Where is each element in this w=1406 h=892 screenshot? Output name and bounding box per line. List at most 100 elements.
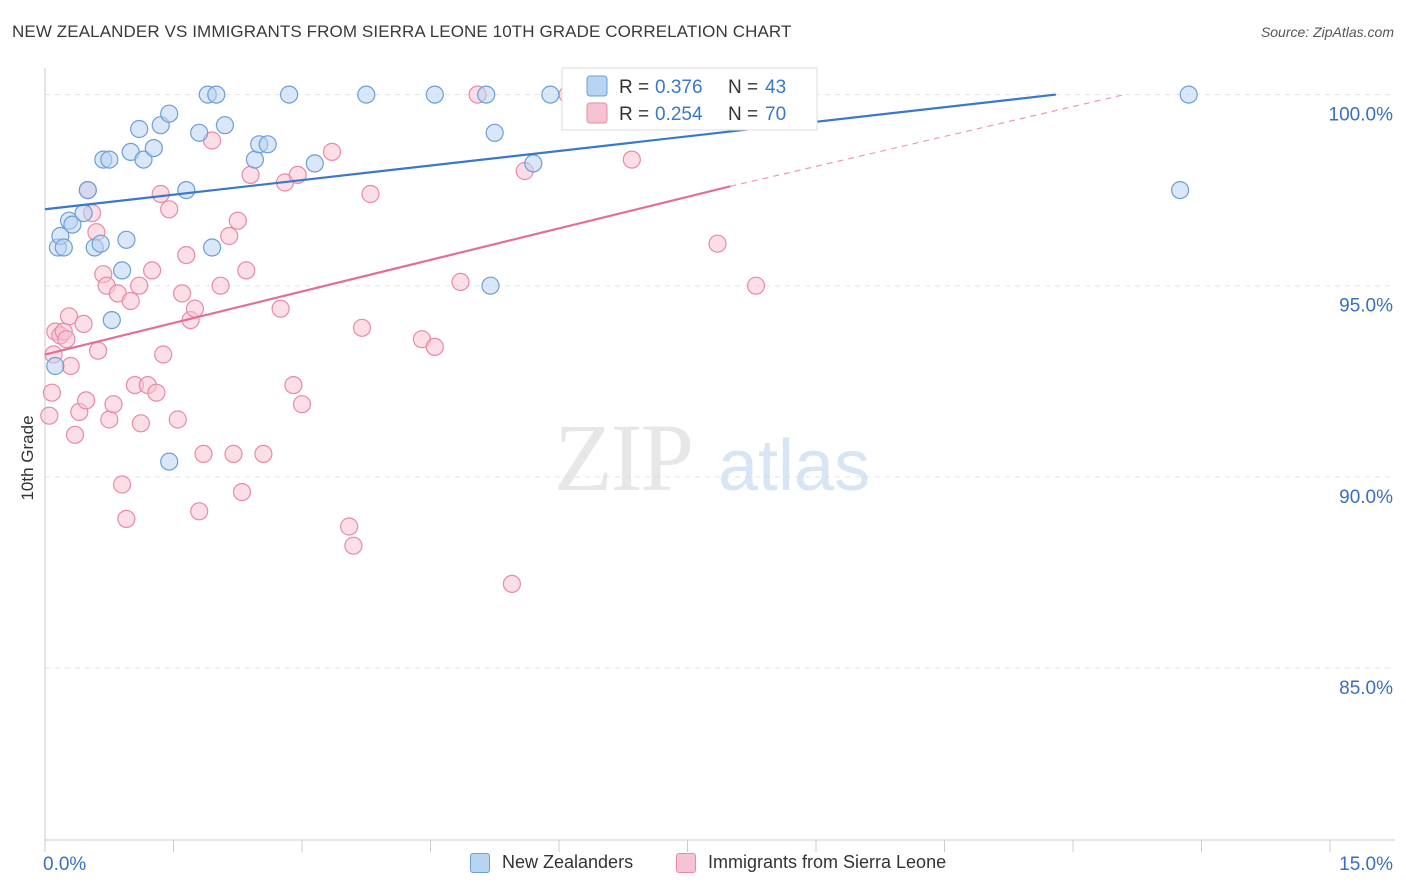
sierra-leone-point-43 [224,444,243,463]
new-zealanders-point-3 [54,238,73,257]
new-zealanders-point-22 [190,123,209,142]
new-zealanders-point-19 [160,104,179,123]
stats-n-value-1: 43 [765,77,786,98]
legend-swatch-blue [470,852,490,873]
sierra-leone-point-34 [173,284,192,303]
y-tick-label-2: 90.0% [1339,487,1393,508]
new-zealanders-point-33 [425,85,444,104]
new-zealanders-point-16 [134,150,153,169]
sierra-leone-point-37 [185,299,204,318]
sierra-leone-point-48 [254,444,273,463]
y-tick-label-1: 95.0% [1339,296,1393,317]
sierra-leone-point-30 [151,184,170,204]
new-zealanders-point-21 [177,181,196,200]
watermark-atlas: atlas [718,426,870,506]
sierra-leone-point-66 [622,150,641,169]
sierra-leone-point-31 [154,345,173,364]
new-zealanders-point-32 [357,85,376,104]
legend-item-new-zealanders: New Zealanders [470,852,633,873]
sierra-leone-point-57 [352,318,372,337]
sierra-leone-point-61 [451,272,470,291]
stats-r-value-1: 0.376 [655,77,703,98]
new-zealanders-point-5 [63,215,82,234]
sierra-leone-point-25 [130,276,149,295]
stats-r-label-2: R = [619,104,649,125]
stats-n-label-2: N = [728,104,758,125]
chart-title: NEW ZEALANDER VS IMMIGRANTS FROM SIERRA … [12,22,792,41]
sierra-leone-point-22 [117,509,136,529]
sierra-leone-point-32 [160,200,179,219]
sierra-leone-point-42 [220,226,239,246]
new-zealanders-point-27 [245,150,264,169]
sierra-leone-point-21 [112,475,132,494]
sierra-leone-point-58 [361,184,380,204]
y-tick-label-0: 100.0% [1329,105,1394,126]
new-zealanders-point-42 [477,85,496,104]
sierra-leone-point-38 [190,502,209,521]
stats-n-value-2: 70 [765,104,786,125]
new-zealanders-point-11 [100,150,119,169]
new-zealanders-point-0 [46,356,65,376]
sierra-leone-point-19 [104,395,123,414]
sierra-leone-point-7 [59,307,79,326]
sierra-leone-point-29 [147,383,166,402]
new-zealanders-point-39 [1170,181,1190,200]
new-zealanders-point-40 [1179,85,1198,104]
trend-line-new-zealanders [44,93,1056,211]
sierra-leone-point-41 [211,276,230,295]
stats-legend: R = 0.376 N = 43 R = 0.254 N = 70 [561,67,818,131]
trend-line-sierra-leone-extension [730,93,1125,187]
new-zealanders-point-6 [74,204,93,223]
sierra-leone-point-60 [425,337,444,356]
new-zealanders-point-29 [258,135,277,154]
sierra-leone-point-56 [344,536,363,555]
sierra-leone-point-69 [76,391,96,410]
new-zealanders-point-25 [207,85,226,104]
y-axis-label: 10th Grade [18,415,37,500]
sierra-leone-point-28 [143,261,162,280]
y-tick-label-3: 85.0% [1339,678,1393,699]
sierra-leone-point-33 [168,410,187,429]
new-zealanders-point-35 [485,123,504,142]
sierra-leone-point-46 [237,261,256,280]
sierra-leone-point-18 [100,410,119,429]
stats-r-value-2: 0.254 [655,104,703,125]
sierra-leone-point-35 [177,246,196,265]
new-zealanders-point-20 [160,452,179,471]
new-zealanders-point-41 [117,230,136,249]
new-zealanders-point-15 [130,119,149,139]
tick-labels: 100.0% 95.0% 90.0% 85.0% 0.0% 15.0% [43,105,1393,875]
sierra-leone-point-47 [241,165,260,184]
new-zealanders-point-30 [280,85,299,104]
sierra-leone-point-0 [40,406,59,425]
sierra-leone-point-53 [292,395,312,414]
legend-swatch-pink [676,852,696,873]
new-zealanders-point-24 [203,238,222,257]
sierra-leone-point-11 [74,314,93,333]
new-zealanders-point-7 [78,181,97,200]
sierra-leone-point-54 [322,142,342,161]
new-zealanders-point-36 [524,154,543,173]
sierra-leone-point-1 [42,383,62,402]
series-new-zealanders-points [46,85,1198,471]
sierra-leone-point-45 [232,483,252,502]
sierra-leone-point-51 [284,376,303,395]
new-zealanders-point-17 [144,139,163,158]
sierra-leone-point-67 [708,234,727,253]
x-tick-label-1: 15.0% [1339,854,1393,875]
sierra-leone-point-55 [340,517,359,536]
x-tick-label-0: 0.0% [43,854,86,875]
sierra-leone-point-8 [61,356,80,376]
source-credit: Source: ZipAtlas.com [1260,24,1394,40]
new-zealanders-point-26 [215,116,234,135]
new-zealanders-point-12 [102,311,121,330]
legend-label-new-zealanders: New Zealanders [502,852,634,872]
sierra-leone-point-6 [57,330,76,349]
sierra-leone-point-44 [228,211,247,230]
legend-label-sierra-leone: Immigrants from Sierra Leone [708,852,947,872]
sierra-leone-point-9 [65,425,85,444]
sierra-leone-point-39 [194,444,213,463]
stats-legend-swatch-blue [586,75,608,97]
stats-legend-swatch-pink [586,102,608,124]
sierra-leone-point-15 [88,341,108,360]
